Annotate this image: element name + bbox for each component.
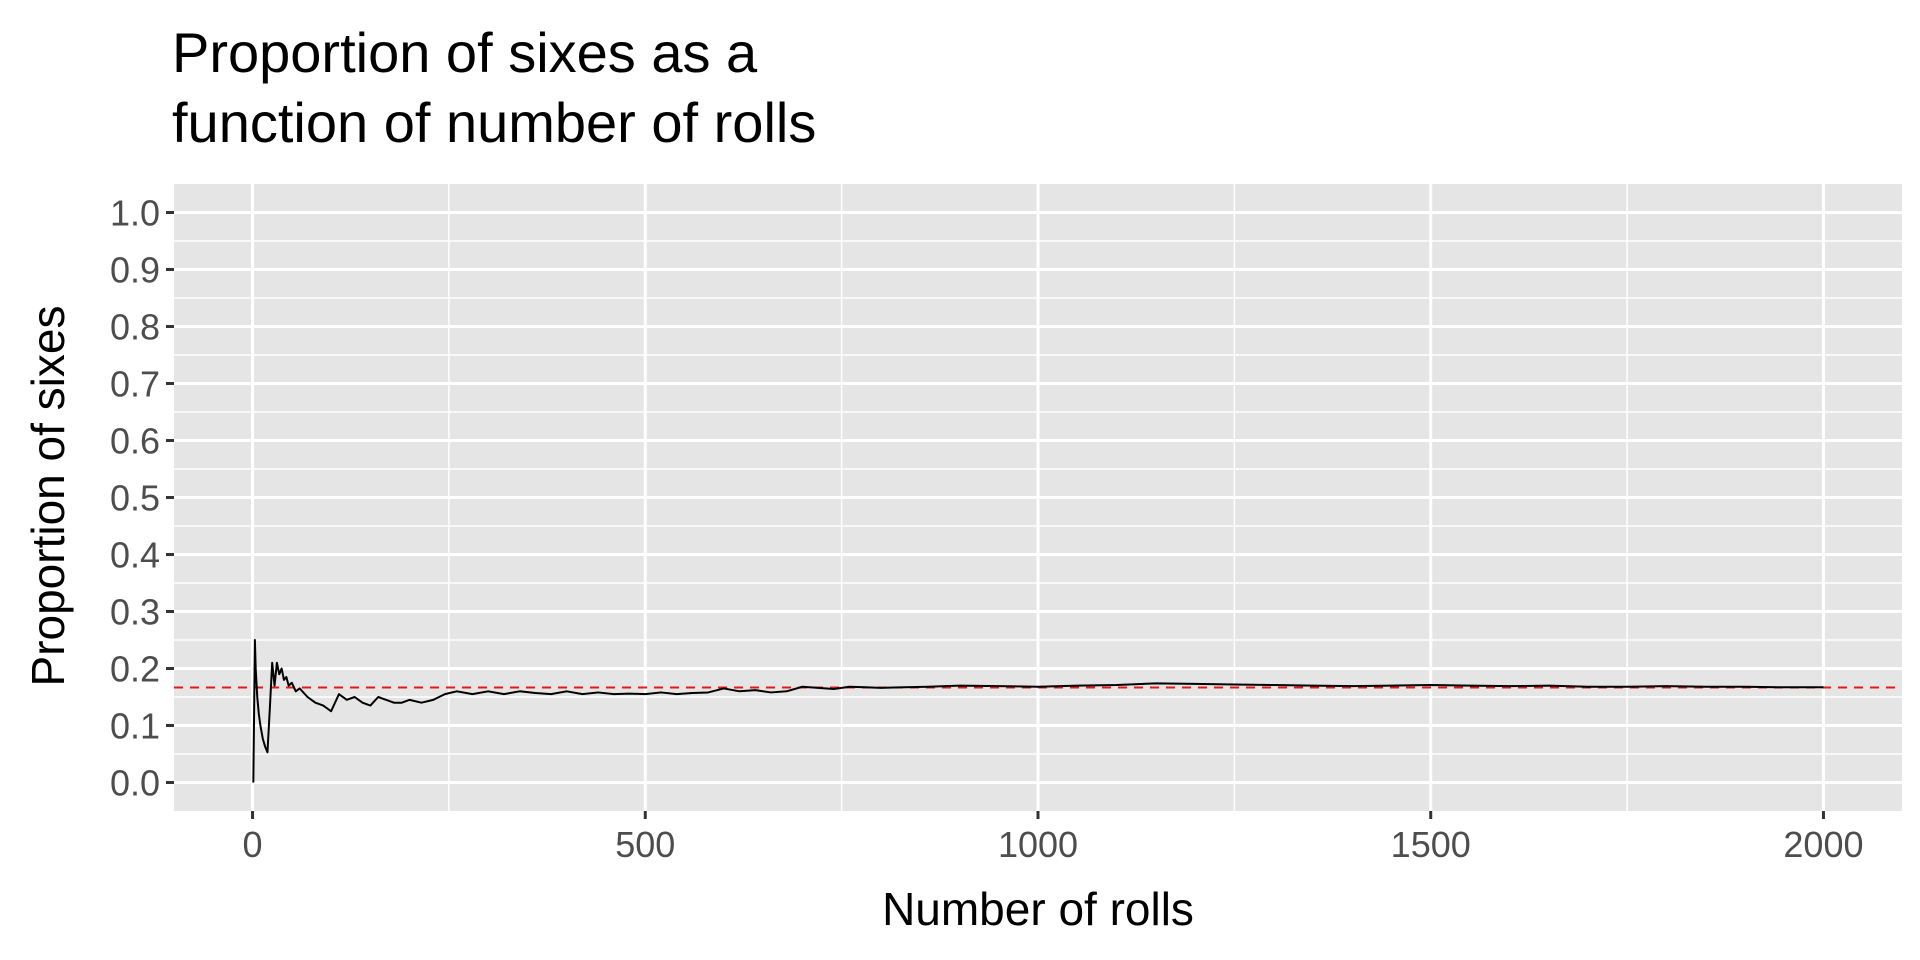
y-tick-label: 0.2 <box>110 649 160 690</box>
y-axis: 0.0 0.1 0.2 0.3 0.4 0.5 0.6 0.7 0.8 0.9 1.0 <box>110 193 174 804</box>
y-tick-label: 0.8 <box>110 307 160 348</box>
y-tick-label: 0.4 <box>110 535 160 576</box>
y-tick-label: 1.0 <box>110 193 160 234</box>
x-tick-label: 2000 <box>1783 824 1863 865</box>
grid-major <box>174 184 1902 811</box>
chart-title-line-2: function of number of rolls <box>172 91 816 154</box>
chart-title-line-1: Proportion of sixes as a <box>172 21 758 84</box>
y-tick-label: 0.6 <box>110 421 160 462</box>
y-axis-title: Proportion of sixes <box>22 306 74 687</box>
series-line-0 <box>252 639 1824 783</box>
x-tick-label: 0 <box>243 824 263 865</box>
x-tick-label: 1000 <box>998 824 1078 865</box>
y-tick-label: 0.1 <box>110 706 160 747</box>
y-tick-label: 0.5 <box>110 478 160 519</box>
x-axis-title: Number of rolls <box>882 883 1194 935</box>
y-tick-label: 0.9 <box>110 250 160 291</box>
x-tick-label: 500 <box>615 824 675 865</box>
y-tick-label: 0.7 <box>110 364 160 405</box>
y-tick-label: 0.3 <box>110 592 160 633</box>
x-tick-label: 1500 <box>1391 824 1471 865</box>
x-axis: 0 500 1000 1500 2000 <box>243 811 1864 865</box>
y-tick-label: 0.0 <box>110 763 160 804</box>
series-group <box>252 639 1824 783</box>
